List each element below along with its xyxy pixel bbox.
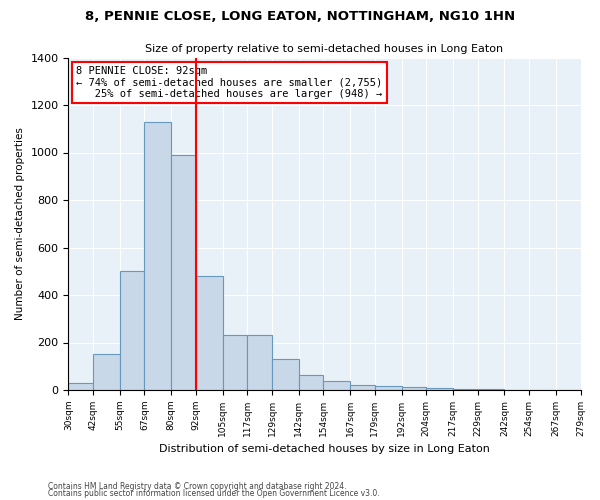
Bar [120,271,145,390]
X-axis label: Distribution of semi-detached houses by size in Long Eaton: Distribution of semi-detached houses by … [159,444,490,454]
Bar [401,387,426,390]
Bar [375,386,401,390]
Bar [171,155,196,390]
Bar [145,122,171,390]
Text: 8, PENNIE CLOSE, LONG EATON, NOTTINGHAM, NG10 1HN: 8, PENNIE CLOSE, LONG EATON, NOTTINGHAM,… [85,10,515,23]
Bar [426,388,453,390]
Y-axis label: Number of semi-detached properties: Number of semi-detached properties [15,128,25,320]
Bar [68,383,93,390]
Text: Contains HM Land Registry data © Crown copyright and database right 2024.: Contains HM Land Registry data © Crown c… [48,482,347,491]
Title: Size of property relative to semi-detached houses in Long Eaton: Size of property relative to semi-detach… [145,44,503,54]
Text: 8 PENNIE CLOSE: 92sqm
← 74% of semi-detached houses are smaller (2,755)
   25% o: 8 PENNIE CLOSE: 92sqm ← 74% of semi-deta… [76,66,382,99]
Bar [350,385,375,390]
Bar [272,359,299,390]
Bar [223,336,247,390]
Bar [453,389,478,390]
Bar [299,374,323,390]
Bar [323,381,350,390]
Bar [93,354,120,390]
Bar [247,336,272,390]
Text: Contains public sector information licensed under the Open Government Licence v3: Contains public sector information licen… [48,490,380,498]
Bar [196,276,223,390]
